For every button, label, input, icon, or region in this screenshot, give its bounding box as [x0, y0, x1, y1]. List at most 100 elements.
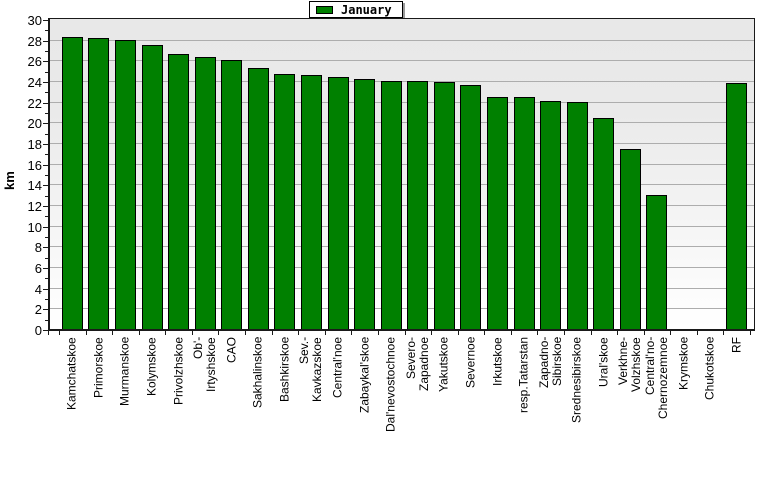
x-tick-label: Central'no- Chernozemnoe [642, 337, 670, 420]
bar [114, 39, 136, 329]
y-tick [43, 330, 48, 331]
y-tick [43, 20, 48, 21]
y-tick-label: 10 [27, 219, 42, 235]
x-tick [85, 331, 87, 335]
y-tick-label: 22 [27, 95, 42, 111]
x-tick-label: Chukotskoe [702, 337, 717, 401]
y-minor-tick [45, 237, 48, 238]
bar [513, 96, 535, 329]
gridline [50, 39, 754, 41]
y-tick [43, 82, 48, 83]
gridline [50, 143, 754, 144]
y-tick-label: 16 [27, 157, 42, 173]
x-tick-label: Sakhalinskoe [250, 337, 265, 409]
x-tick [484, 331, 486, 335]
x-tick [271, 331, 273, 335]
y-tick [43, 102, 48, 104]
x-tick-label: Zabaykal'skoe [357, 337, 372, 414]
x-tick [750, 331, 751, 335]
y-tick-label: 30 [27, 13, 42, 28]
y-tick [43, 226, 48, 228]
gridline [50, 184, 754, 186]
x-tick-label: Zapadno- Sibirskoe [536, 337, 564, 389]
y-minor-tick [45, 133, 48, 135]
x-tick-label: resp.Tatarstan [516, 337, 531, 414]
gridline [50, 267, 754, 268]
x-tick-label: Ob'- Irtyshskoe [191, 337, 219, 392]
y-tick-label: 26 [27, 54, 42, 70]
x-tick-label: Privolzhskoe [171, 337, 186, 406]
x-tick [431, 331, 433, 335]
x-tick-label: Krymskoe [676, 337, 691, 391]
plot-area [48, 18, 755, 331]
y-minor-tick [45, 319, 48, 321]
y-tick [43, 206, 48, 207]
x-tick [165, 331, 167, 335]
y-tick-label: 24 [27, 75, 42, 90]
bar [540, 100, 562, 329]
y-tick [43, 164, 48, 166]
x-tick [643, 331, 645, 335]
x-tick [218, 331, 220, 335]
bar [194, 57, 216, 329]
x-tick-label: Ural'skoe [596, 337, 611, 387]
y-tick [43, 144, 48, 145]
bar [274, 73, 296, 329]
legend-swatch-january [316, 5, 333, 14]
y-tick-label: 6 [34, 261, 42, 276]
y-minor-tick [45, 154, 48, 156]
y-tick-label: 2 [34, 302, 42, 318]
bar [61, 36, 83, 329]
bar [726, 83, 748, 329]
gridline [50, 205, 754, 206]
x-tick [590, 331, 592, 335]
x-tick [617, 331, 619, 335]
x-tick-label: Sev.- Kavkazskoe [297, 337, 325, 402]
x-tick [138, 331, 140, 335]
y-minor-tick [45, 195, 48, 197]
x-tick [404, 331, 406, 335]
y-minor-tick [45, 92, 48, 94]
x-tick-label: Dal'nevostochnoe [383, 337, 398, 433]
x-tick [510, 331, 512, 335]
x-tick-label: Yakutskoe [436, 337, 451, 393]
x-tick [112, 331, 114, 335]
y-minor-tick [45, 113, 48, 114]
y-tick-label: 18 [27, 137, 42, 152]
x-tick-label: CAO [224, 337, 239, 364]
x-tick [457, 331, 459, 335]
y-minor-tick [45, 299, 48, 300]
y-tick [43, 40, 48, 42]
x-tick [377, 331, 379, 335]
gridline [50, 246, 754, 248]
y-tick [43, 268, 48, 269]
y-tick-label: 20 [27, 116, 42, 132]
y-minor-tick [45, 175, 48, 176]
y-tick-label: 4 [34, 281, 42, 297]
x-tick-label: Primorskoe [91, 337, 106, 398]
gridline [50, 308, 754, 310]
bar [619, 149, 641, 329]
x-tick [191, 331, 193, 335]
x-tick [351, 331, 353, 335]
bar [247, 67, 269, 329]
y-tick [43, 185, 48, 187]
x-tick-label: Severo- Zapadnoe [403, 337, 431, 392]
x-tick-label: Kamchatskoe [64, 337, 79, 410]
y-tick-label: 0 [34, 323, 42, 338]
x-tick-label: Srednesibirskoe [569, 337, 584, 424]
x-tick [563, 331, 565, 335]
y-minor-tick [45, 278, 48, 280]
bar [487, 96, 509, 329]
y-tick [43, 247, 48, 249]
bar [646, 194, 668, 329]
x-tick [670, 331, 672, 335]
x-tick [537, 331, 539, 335]
x-tick-label: Central'noe [330, 337, 345, 398]
y-minor-tick [45, 216, 48, 218]
y-tick [43, 309, 48, 311]
y-minor-tick [45, 257, 48, 259]
y-tick-label: 12 [27, 199, 42, 214]
bar [300, 74, 322, 329]
